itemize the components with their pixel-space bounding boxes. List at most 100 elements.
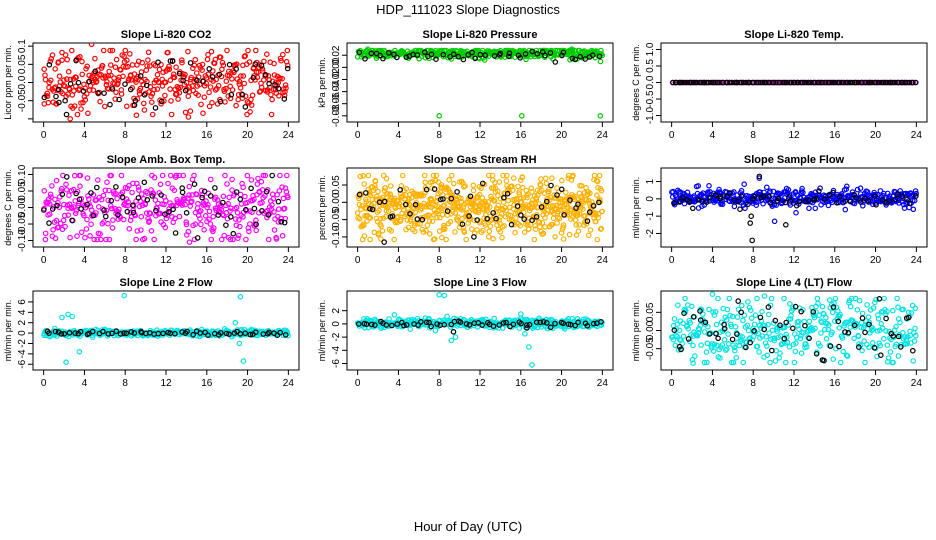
data-point [501,223,507,229]
data-point [47,58,54,65]
data-point [886,198,893,204]
data-point [687,319,694,326]
y-tick-label: 6 [17,299,28,305]
data-point [513,215,519,221]
data-point [798,350,805,357]
data-point [68,204,74,211]
data-point [444,193,450,200]
data-point [59,90,66,97]
data-point [853,79,859,86]
data-point [182,196,188,203]
data-point [447,54,453,60]
data-point [148,228,155,234]
data-point [870,326,876,332]
data-point [236,340,243,347]
data-point [375,188,381,195]
data-point [813,309,819,315]
data-point [516,325,523,331]
data-point [787,301,793,307]
data-point [395,197,402,204]
data-point [866,344,872,351]
data-point [724,306,731,313]
data-point [377,202,383,208]
data-point [712,197,719,204]
data-point [673,332,679,339]
data-point [675,302,681,309]
data-point [86,78,93,85]
x-tick-label: 4 [710,130,716,141]
data-point [237,293,244,300]
points-layer [669,79,919,86]
data-point [138,191,145,197]
data-point [109,47,116,54]
x-tick-label: 24 [911,378,923,389]
data-point [460,224,467,231]
data-point [847,198,854,205]
data-point [557,207,564,213]
data-point [540,319,547,325]
data-point [879,325,886,332]
data-point [550,215,557,222]
data-point [438,182,445,188]
x-tick-label: 24 [283,378,295,389]
data-point [843,186,850,193]
x-tick-label: 4 [710,378,716,389]
data-point [101,90,107,97]
data-point [887,349,894,355]
data-point [166,63,172,70]
data-point [796,326,802,333]
data-point [519,184,526,191]
data-point [751,321,758,328]
x-tick-label: 12 [788,130,800,141]
data-point [517,54,524,61]
y-tick-label: 0.05 [17,181,28,201]
data-point [905,314,912,321]
data-point [63,359,69,366]
data-point [138,227,144,233]
data-point [742,344,749,351]
data-point [363,321,370,328]
data-point [741,312,748,319]
data-point [871,299,878,306]
data-point [183,210,190,216]
data-point [368,321,375,328]
data-point [596,172,603,179]
data-point [106,236,113,243]
y-tick-label: -2 [331,332,342,341]
data-point [402,201,409,208]
data-point [734,314,741,320]
data-point [63,111,70,118]
data-point [176,70,183,77]
data-point [774,328,781,335]
data-point [226,61,233,68]
data-point [269,202,275,208]
data-point [205,332,211,339]
data-point [743,79,749,86]
data-point [167,172,174,179]
data-point [821,357,827,364]
data-point [468,226,475,232]
data-point [367,206,373,212]
data-point [907,332,914,339]
data-point [783,331,790,338]
data-point [909,79,916,86]
data-point [866,321,872,328]
data-point [543,198,550,205]
data-point [396,203,403,210]
data-point [705,189,711,195]
data-point [543,180,550,187]
data-point [560,236,567,242]
data-point [505,197,512,204]
data-point [892,196,899,203]
data-point [383,175,390,182]
data-point [493,215,499,222]
data-point [129,189,135,196]
data-point [806,335,812,342]
data-point [864,302,870,308]
data-point [894,295,900,302]
data-point [411,228,418,235]
data-point [490,210,497,216]
data-point [910,206,917,213]
data-point [854,186,861,193]
data-point [532,226,539,233]
